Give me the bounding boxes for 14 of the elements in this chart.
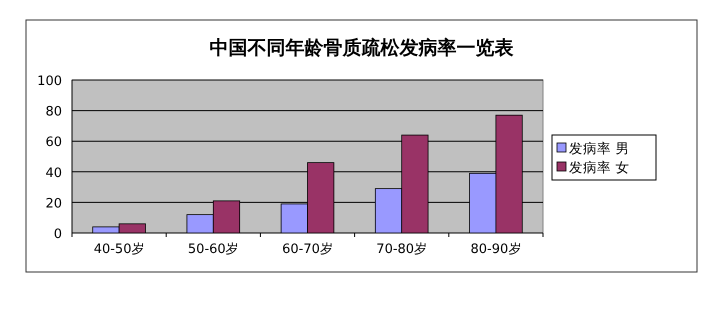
x-tick-label: 80-90岁	[470, 242, 522, 257]
legend-label: 发病率 女	[569, 160, 630, 176]
y-tick-label: 40	[45, 166, 62, 181]
legend-label: 发病率 男	[569, 141, 630, 157]
y-tick-label: 60	[45, 135, 62, 150]
y-tick-label: 20	[45, 196, 62, 212]
y-tick-label: 80	[45, 104, 62, 120]
x-tick-label: 70-80岁	[376, 242, 428, 257]
y-tick-label: 0	[54, 227, 62, 242]
x-tick-label: 60-70岁	[282, 242, 333, 257]
y-tick-label: 100	[37, 74, 62, 89]
chart-title: 中国不同年龄骨质疏松发病率一览表	[210, 37, 514, 59]
x-tick-label: 40-50岁	[94, 242, 144, 257]
x-tick-label: 50-60岁	[188, 242, 239, 257]
